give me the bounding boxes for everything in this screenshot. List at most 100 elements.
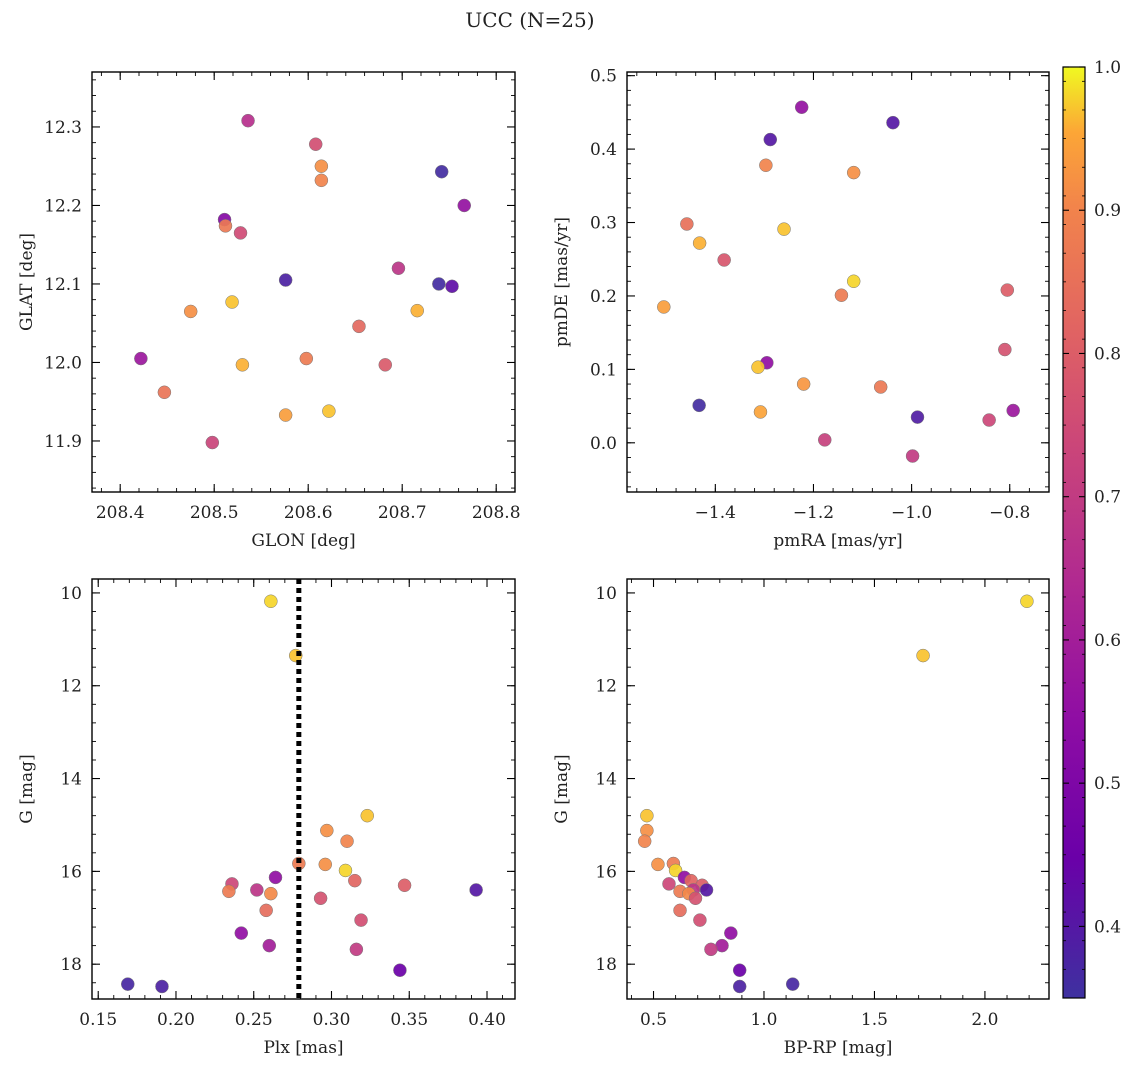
scatter-point xyxy=(469,883,483,897)
y-axis-label: pmDE [mas/yr] xyxy=(552,217,572,347)
scatter-point xyxy=(717,253,731,267)
scatter-point xyxy=(818,433,832,447)
scatter-point xyxy=(777,222,791,236)
y-tick-label: 10 xyxy=(60,584,82,604)
scatter-point xyxy=(759,158,773,173)
scatter-point xyxy=(378,358,393,372)
data-layer xyxy=(637,594,1034,994)
scatter-point xyxy=(680,217,694,231)
scatter-point xyxy=(314,159,329,173)
x-tick-label: 208.6 xyxy=(284,503,333,523)
scatter-point xyxy=(397,878,412,893)
scatter-point xyxy=(308,137,323,151)
scatter-point xyxy=(360,808,375,823)
panels: 208.4 208.5 208.6 208.7 208.8 11.9 12.0 12.1 12.… xyxy=(17,67,1050,1058)
y-tick-label: 18 xyxy=(595,955,617,975)
scatter-point xyxy=(155,979,169,994)
y-tick-label: 0.2 xyxy=(590,287,617,307)
scatter-point xyxy=(183,304,198,319)
plot-frame xyxy=(91,71,516,493)
scatter-point xyxy=(637,834,652,848)
scatter-point xyxy=(320,823,334,838)
scatter-point xyxy=(732,979,747,994)
scatter-point xyxy=(688,891,703,906)
x-tick-label: 1.0 xyxy=(750,1010,777,1030)
x-tick-label: 0.5 xyxy=(640,1010,667,1030)
scatter-point xyxy=(916,648,930,663)
colorbar-tick-label: 1.0 xyxy=(1094,58,1121,78)
scatter-point xyxy=(432,277,446,291)
scatter-point xyxy=(234,926,249,940)
x-tick-label: 208.8 xyxy=(472,503,521,523)
scatter-point xyxy=(886,115,900,130)
scatter-point xyxy=(846,274,861,289)
colorbar-tick-label: 0.7 xyxy=(1094,488,1121,508)
x-tick-label: 208.7 xyxy=(378,503,427,523)
scatter-point xyxy=(753,405,768,419)
y-tick-label: 12 xyxy=(595,677,617,697)
panel-plx-g: 0.15 0.20 0.25 0.30 0.35 0.40 10 12 14 16 18 Plx [m… xyxy=(17,578,516,1058)
x-tick-label: 208.5 xyxy=(190,503,239,523)
colorbar-tick-label: 0.5 xyxy=(1094,774,1121,794)
x-axis-label: Plx [mas] xyxy=(263,1038,343,1058)
scatter-point xyxy=(434,164,449,179)
x-tick-label: 0.40 xyxy=(468,1010,506,1030)
scatter-point xyxy=(393,963,407,977)
scatter-point xyxy=(692,236,707,250)
y-axis-label: G [mag] xyxy=(17,754,37,823)
x-axis-label: pmRA [mas/yr] xyxy=(773,531,902,551)
scatter-point xyxy=(457,198,471,213)
x-tick-label: 0.25 xyxy=(235,1010,273,1030)
scatter-point xyxy=(910,410,925,424)
scatter-point xyxy=(640,808,654,823)
scatter-point xyxy=(264,594,278,609)
y-tick-label: 0.0 xyxy=(590,434,617,454)
x-tick-label: 0.35 xyxy=(390,1010,428,1030)
data-layer xyxy=(657,100,1020,463)
scatter-point xyxy=(673,903,687,918)
scatter-point xyxy=(846,165,861,180)
plot-frame xyxy=(626,71,1050,493)
scatter-point xyxy=(693,913,707,927)
x-tick-label: −1.4 xyxy=(695,503,736,523)
scatter-point xyxy=(905,449,920,463)
scatter-point xyxy=(657,300,671,314)
scatter-point xyxy=(268,870,283,885)
scatter-point xyxy=(982,413,996,427)
x-tick-label: 208.4 xyxy=(96,503,145,523)
y-tick-label: 14 xyxy=(60,770,82,790)
scatter-point xyxy=(318,857,333,872)
scatter-point xyxy=(796,377,811,391)
scatter-point xyxy=(278,273,293,287)
scatter-point xyxy=(352,319,366,334)
y-axis-label: G [mag] xyxy=(552,754,572,823)
scatter-point xyxy=(233,226,248,240)
scatter-point xyxy=(1006,403,1020,418)
scatter-point xyxy=(278,408,293,422)
scatter-point xyxy=(349,942,364,957)
scatter-point xyxy=(445,279,459,294)
scatter-point xyxy=(873,380,888,394)
y-axis-label: GLAT [deg] xyxy=(17,233,37,331)
scatter-point xyxy=(134,351,148,366)
scatter-point xyxy=(218,219,233,233)
scatter-point xyxy=(410,303,424,318)
scatter-point xyxy=(1020,594,1034,609)
y-tick-label: 11.9 xyxy=(44,432,82,452)
y-tick-label: 12.0 xyxy=(44,353,82,373)
scatter-point xyxy=(338,863,353,878)
scatter-point xyxy=(794,100,809,114)
scatter-point xyxy=(704,942,718,957)
scatter-point xyxy=(1000,283,1015,297)
scatter-point xyxy=(998,342,1012,357)
scatter-point xyxy=(235,358,250,372)
scatter-point xyxy=(651,857,665,872)
scatter-point xyxy=(340,834,354,848)
scatter-point xyxy=(264,886,278,901)
y-tick-label: 18 xyxy=(60,955,82,975)
x-tick-label: −1.0 xyxy=(891,503,932,523)
y-tick-label: 12.3 xyxy=(44,118,82,138)
scatter-point xyxy=(157,385,172,400)
scatter-point xyxy=(262,938,277,953)
